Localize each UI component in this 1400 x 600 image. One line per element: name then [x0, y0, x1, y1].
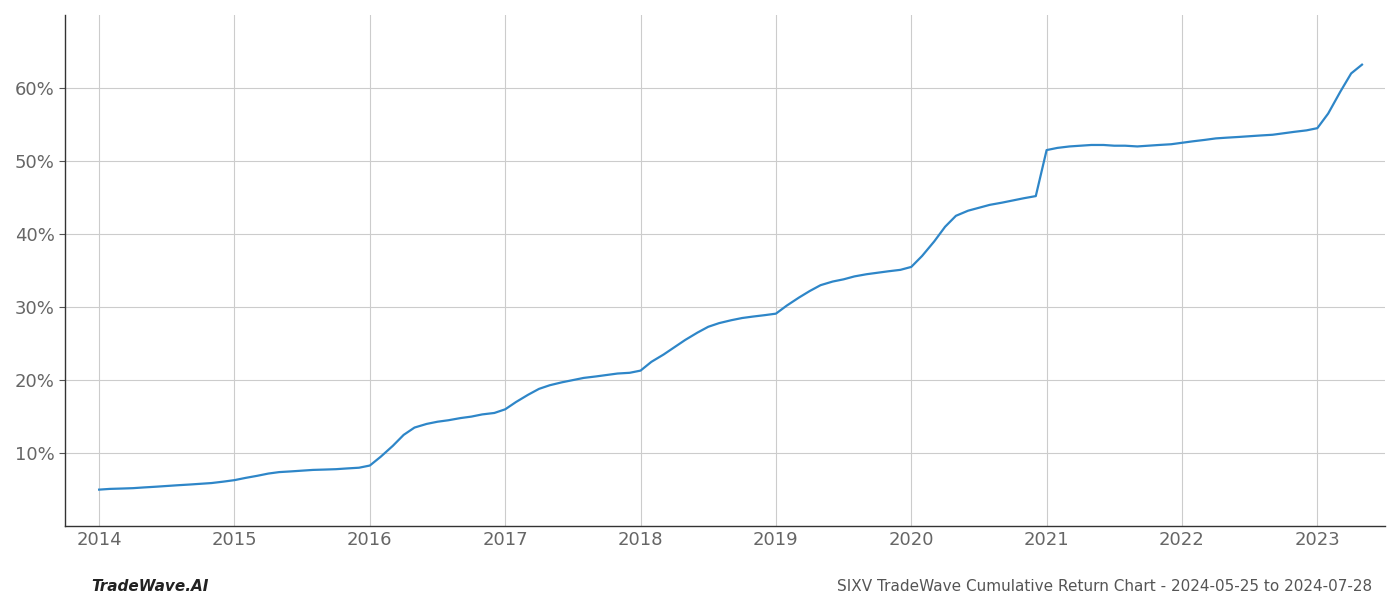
- Text: SIXV TradeWave Cumulative Return Chart - 2024-05-25 to 2024-07-28: SIXV TradeWave Cumulative Return Chart -…: [837, 579, 1372, 594]
- Text: TradeWave.AI: TradeWave.AI: [91, 579, 209, 594]
